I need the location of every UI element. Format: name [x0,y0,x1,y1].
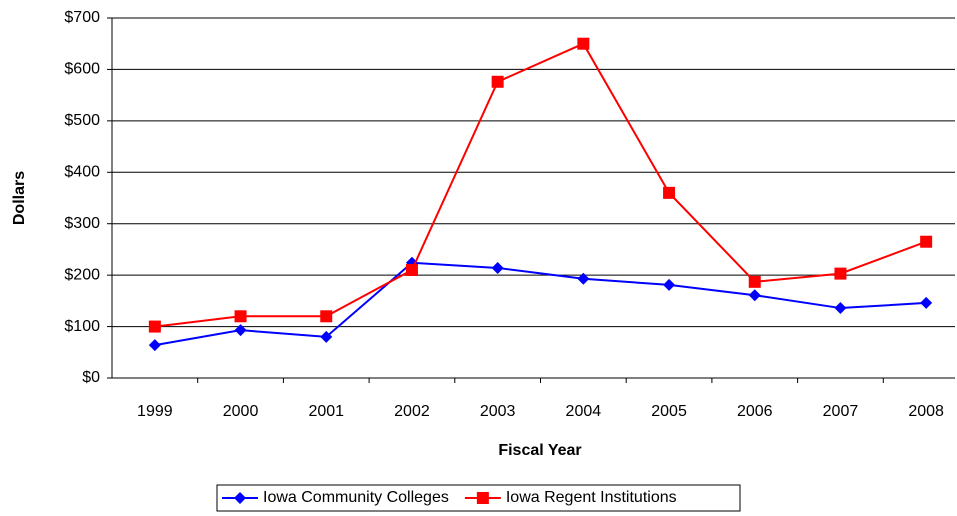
marker [148,320,161,333]
marker [491,75,504,88]
marker [577,37,590,50]
marker [834,302,847,315]
x-axis-label: Fiscal Year [498,442,581,459]
series-line [154,42,927,328]
marker [920,296,933,309]
legend-box [216,484,741,512]
marker [320,330,333,343]
legend-label: Iowa Regent Institutions [506,489,677,506]
marker [748,275,761,288]
marker [234,492,246,504]
marker [577,272,590,285]
y-tick-label: $400 [64,164,100,181]
marker [663,278,676,291]
x-tick-label: 2008 [908,403,944,420]
y-tick-label: $100 [64,318,100,335]
legend-label: Iowa Community Colleges [263,489,449,506]
marker [663,186,676,199]
marker [405,264,418,276]
marker [491,261,504,274]
x-tick-label: 2006 [737,403,773,420]
marker [476,492,489,504]
marker [148,339,161,352]
series-line [154,261,927,347]
marker [920,235,933,248]
x-tick-label: 2007 [823,403,859,420]
y-tick-label: $600 [64,61,100,78]
x-tick-label: 2005 [651,403,687,420]
y-tick-label: $200 [64,266,100,283]
x-tick-label: 2002 [394,403,430,420]
y-tick-label: $500 [64,112,100,129]
y-tick-label: $300 [64,215,100,232]
marker [234,324,247,337]
x-tick-label: 2000 [223,403,259,420]
legend: Iowa Community Colleges Iowa Regent Insti… [216,484,741,512]
marker [748,289,761,302]
marker [320,310,333,323]
x-tick-label: 2003 [480,403,516,420]
marker [234,310,247,323]
x-tick-label: 1999 [137,403,173,420]
marker [834,267,847,280]
x-tick-label: 2004 [566,403,602,420]
y-axis-label: Dollars [11,171,28,225]
x-tick-label: 2001 [308,403,344,420]
y-tick-label: $0 [82,369,100,386]
y-tick-label: $700 [64,9,100,26]
